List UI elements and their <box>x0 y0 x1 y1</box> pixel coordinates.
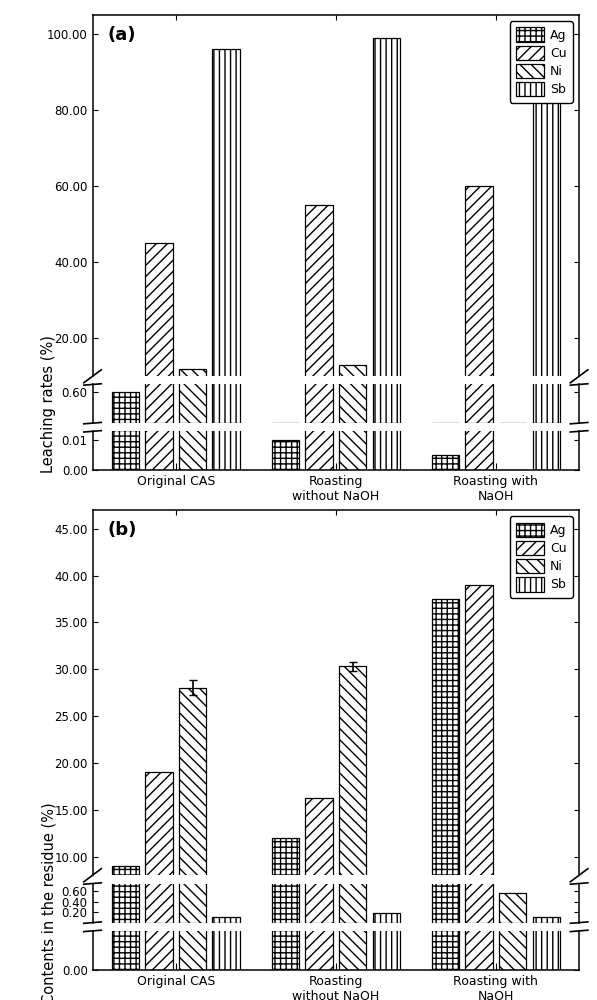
Bar <box>112 866 139 950</box>
Legend: Ag, Cu, Ni, Sb: Ag, Cu, Ni, Sb <box>510 21 573 103</box>
Text: (a): (a) <box>107 26 136 44</box>
Bar <box>499 0 526 970</box>
Bar <box>339 666 366 950</box>
Bar <box>112 453 139 923</box>
Bar <box>213 669 239 970</box>
Bar <box>466 0 493 470</box>
Bar <box>499 893 526 923</box>
Bar <box>432 599 459 950</box>
Bar <box>306 0 333 970</box>
Bar <box>499 945 526 950</box>
Bar <box>373 38 400 414</box>
Bar <box>466 186 493 414</box>
Bar <box>179 369 206 414</box>
Y-axis label: Leaching rates (%): Leaching rates (%) <box>41 335 56 473</box>
Bar <box>339 0 366 923</box>
Bar <box>213 917 239 923</box>
Bar <box>533 0 560 470</box>
Bar <box>213 49 239 414</box>
Bar <box>146 772 173 950</box>
Text: (b): (b) <box>107 521 137 539</box>
Bar <box>373 429 400 970</box>
Bar <box>373 948 400 950</box>
Bar <box>112 412 139 414</box>
Bar <box>213 0 239 470</box>
Bar <box>432 0 459 970</box>
Bar <box>373 913 400 923</box>
Bar <box>306 0 333 470</box>
Bar <box>306 78 333 923</box>
Bar <box>373 0 400 423</box>
Bar <box>179 0 206 923</box>
Y-axis label: Contents in the residue (%): Contents in the residue (%) <box>41 802 56 1000</box>
Bar <box>272 297 299 923</box>
Bar <box>306 798 333 950</box>
Bar <box>179 0 206 423</box>
Bar <box>466 585 493 950</box>
Bar <box>466 0 493 923</box>
Bar <box>432 0 459 923</box>
Bar <box>339 0 366 423</box>
Legend: Ag, Cu, Ni, Sb: Ag, Cu, Ni, Sb <box>510 516 573 598</box>
Bar <box>146 0 173 423</box>
Bar <box>179 688 206 950</box>
Bar <box>432 455 459 470</box>
Bar <box>339 0 366 970</box>
Bar <box>272 440 299 470</box>
Bar <box>339 365 366 414</box>
Bar <box>112 392 139 423</box>
Bar <box>179 0 206 970</box>
Bar <box>466 0 493 970</box>
Bar <box>339 0 366 470</box>
Bar <box>533 917 560 923</box>
Bar <box>373 0 400 470</box>
Bar <box>146 243 173 414</box>
Bar <box>533 0 560 423</box>
Bar <box>533 36 560 414</box>
Bar <box>146 0 173 923</box>
Bar <box>112 0 139 470</box>
Bar <box>272 838 299 950</box>
Bar <box>146 0 173 970</box>
Bar <box>533 669 560 970</box>
Bar <box>213 0 239 423</box>
Bar <box>146 0 173 470</box>
Bar <box>306 205 333 414</box>
Bar <box>179 0 206 470</box>
Bar <box>306 0 333 423</box>
Bar <box>272 0 299 970</box>
Bar <box>112 0 139 970</box>
Bar <box>466 0 493 423</box>
